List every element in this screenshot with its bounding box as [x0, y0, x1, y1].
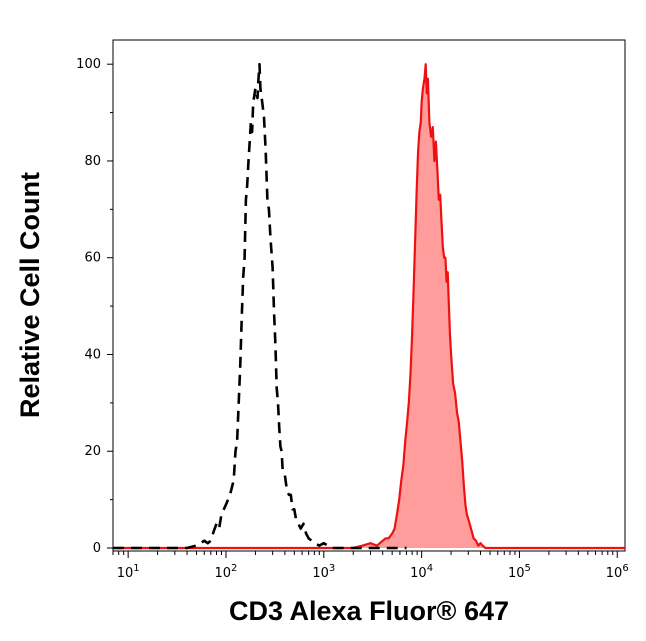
y-tick-label: 20: [84, 444, 101, 459]
x-tick-label: 106: [606, 563, 629, 581]
y-axis-title: Relative Cell Count: [15, 172, 45, 418]
x-axis-title: CD3 Alexa Fluor® 647: [229, 596, 509, 626]
y-tick-label: 100: [76, 57, 101, 72]
y-tick-label: 80: [84, 154, 101, 169]
series-layer: [113, 62, 625, 550]
series-line-1: [113, 62, 407, 550]
y-tick-label: 40: [84, 347, 101, 362]
plot-frame: [112, 39, 626, 552]
y-tick-label: 0: [93, 541, 101, 556]
x-tick-label: 104: [410, 563, 433, 581]
x-tick-label: 103: [312, 563, 335, 581]
x-tick-label: 101: [117, 563, 140, 581]
series-line-0: [113, 63, 625, 550]
x-tick-label: 102: [215, 563, 238, 581]
y-tick-label: 60: [84, 251, 101, 266]
axis-layer: 0 20 40 60 80 100 101 102 103 104 105 106: [76, 57, 629, 581]
x-tick-label: 105: [508, 563, 531, 581]
